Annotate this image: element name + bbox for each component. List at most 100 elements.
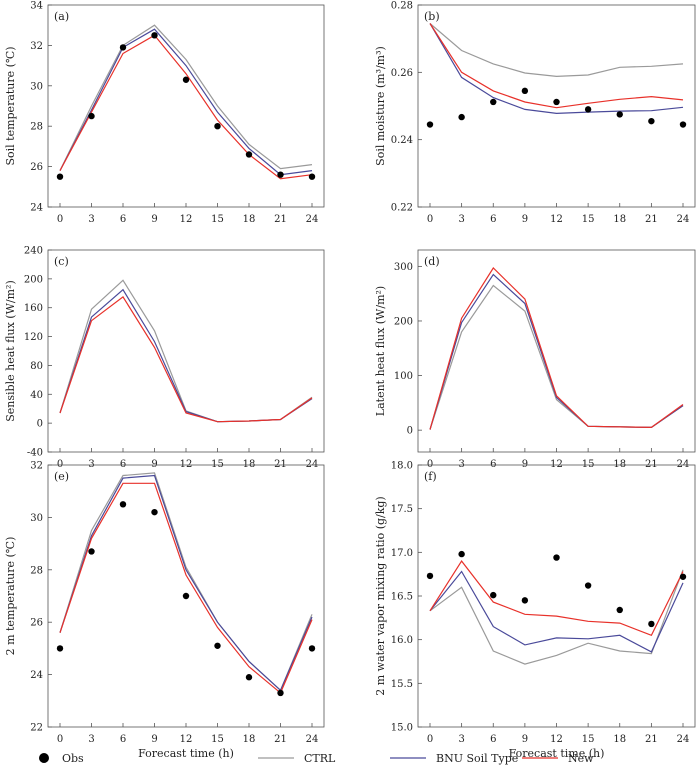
panel-a-xtick-label: 18 <box>243 214 256 225</box>
panel-b-xtick-label: 15 <box>582 214 595 225</box>
panel-e-xtick-label: 9 <box>151 734 157 745</box>
panel-a-obs-point <box>56 173 64 180</box>
panel-c-ytick-label: 0 <box>37 419 43 430</box>
panel-a-xtick-label: 9 <box>151 214 157 225</box>
panel-a-ylabel: Soil temperature (℃) <box>4 46 17 165</box>
panel-f-xtick-label: 24 <box>677 734 690 745</box>
panel-e-ylabel: 2 m temperature (℃) <box>4 537 17 656</box>
panel-e-ytick-label: 32 <box>30 461 43 472</box>
panel-e-obs-point <box>88 548 95 555</box>
panel-d-xtick-label: 18 <box>613 459 626 470</box>
panel-d-ytick-label: 200 <box>394 316 413 327</box>
panel-c-xtick-label: 6 <box>120 459 126 470</box>
legend-new-label: New <box>568 752 594 765</box>
panel-a-ytick-label: 30 <box>30 81 43 92</box>
panel-f-line-new <box>429 560 684 637</box>
panel-e-obs-point <box>151 508 158 516</box>
panel-c-ytick-label: 200 <box>24 274 43 285</box>
panel-b-obs-point <box>679 121 687 128</box>
panel-b-obs-point <box>426 121 434 128</box>
panel-d-ytick-label: 0 <box>407 426 413 437</box>
legend-bnu-label: BNU Soil Type <box>436 752 518 765</box>
panel-b-ytick-label: 0.24 <box>391 135 413 146</box>
panel-f-obs-point <box>490 591 497 599</box>
panel-d-ytick-label: 300 <box>394 262 413 273</box>
panel-f-xtick-label: 3 <box>458 734 464 745</box>
panel-b-obs-point <box>616 111 623 118</box>
panel-e-xlabel: Forecast time (h) <box>138 747 234 760</box>
panel-a-xtick-label: 15 <box>211 214 224 225</box>
panel-a-obs-point <box>182 76 190 83</box>
panel-b-xtick-label: 24 <box>677 214 690 225</box>
panel-c-ytick-label: 80 <box>30 361 43 372</box>
panel-d-frame <box>417 249 696 453</box>
panel-f-obs-point <box>584 582 592 589</box>
panel-f-ytick-label: 16.0 <box>391 635 413 646</box>
panel-f-xtick-label: 9 <box>522 734 528 745</box>
panel-f-obs-point <box>426 572 434 580</box>
panel-d-xtick-label: 9 <box>522 459 528 470</box>
panel-b-obs-point <box>648 117 655 125</box>
panel-f-ytick-label: 15.5 <box>391 679 413 690</box>
panel-f-obs-point <box>616 606 623 614</box>
panel-e-obs-point <box>56 645 64 652</box>
panel-b-ylabel: Soil moisture (m³/m³) <box>374 46 387 166</box>
panel-e-obs-point <box>245 674 253 681</box>
panel-e-xtick-label: 0 <box>57 734 63 745</box>
panel-a-obs-point <box>245 151 253 158</box>
panel-c-xtick-label: 12 <box>180 459 193 470</box>
panel-e-xtick-label: 21 <box>274 734 287 745</box>
panel-a-tag: (a) <box>54 10 69 23</box>
panel-c-xtick-label: 24 <box>306 459 319 470</box>
panel-c-line-ctrl <box>59 279 313 423</box>
legend-obs-marker <box>39 753 49 763</box>
panel-d-line-bnu <box>429 273 684 430</box>
panel-a-ytick-label: 24 <box>30 203 43 214</box>
panel-b-frame <box>417 4 696 208</box>
panel-b-obs-point <box>521 87 529 95</box>
panel-c-xtick-label: 21 <box>274 459 287 470</box>
panel-a-line-new <box>59 34 313 180</box>
panel-c-ytick-label: 120 <box>24 332 43 343</box>
panel-a-ytick-label: 34 <box>30 1 43 12</box>
panel-d-xtick-label: 21 <box>645 459 658 470</box>
panel-d: 0 100 200 300 0 3 6 9 12 15 18 21 24 (d) Latent heat f… <box>374 249 696 470</box>
panel-f-ylabel: 2 m water vapor mixing ratio (g/kg) <box>374 496 387 695</box>
panel-c-xtick-label: 3 <box>88 459 94 470</box>
panel-a-xtick-label: 3 <box>88 214 94 225</box>
panel-a-obs-point <box>151 32 158 39</box>
panel-a-xtick-label: 0 <box>57 214 63 225</box>
panel-b-obs-point <box>458 113 465 121</box>
panel-e-ytick-label: 30 <box>30 513 43 524</box>
panel-a-xtick-label: 21 <box>274 214 287 225</box>
panel-c-frame <box>47 249 325 453</box>
panel-c-line-new <box>59 296 313 423</box>
panel-e-line-ctrl <box>59 472 313 692</box>
panel-d-xtick-label: 0 <box>427 459 433 470</box>
panel-b-xtick-label: 3 <box>458 214 464 225</box>
panel-e-obs-point <box>214 642 221 649</box>
panel-a-obs-point <box>88 112 95 120</box>
panel-f-tag: (f) <box>424 470 437 483</box>
panel-e-line-bnu <box>59 474 313 692</box>
panel-a-obs-point <box>214 123 221 130</box>
panel-a: 24 26 28 30 32 34 0 3 6 9 12 15 18 21 24 (a) Soil temper… <box>4 1 325 225</box>
panel-a-line-bnu <box>59 28 313 176</box>
panel-d-xtick-label: 3 <box>458 459 464 470</box>
panel-d-line-new <box>429 267 684 430</box>
panel-b-xtick-label: 12 <box>550 214 563 225</box>
panel-c-tag: (c) <box>54 255 69 268</box>
panel-b-xtick-label: 6 <box>490 214 496 225</box>
panel-f-ytick-label: 17.5 <box>391 504 413 515</box>
panel-f-line-ctrl <box>429 569 684 665</box>
panel-a-xtick-label: 24 <box>306 214 319 225</box>
panel-d-ylabel: Latent heat flux (W/m²) <box>374 286 387 416</box>
panel-e-obs-point <box>308 645 316 652</box>
panel-d-xtick-label: 24 <box>677 459 690 470</box>
panel-b-xtick-label: 0 <box>427 214 433 225</box>
panel-c-ytick-label: 40 <box>30 390 43 401</box>
panel-b-ytick-label: 0.22 <box>391 203 413 214</box>
